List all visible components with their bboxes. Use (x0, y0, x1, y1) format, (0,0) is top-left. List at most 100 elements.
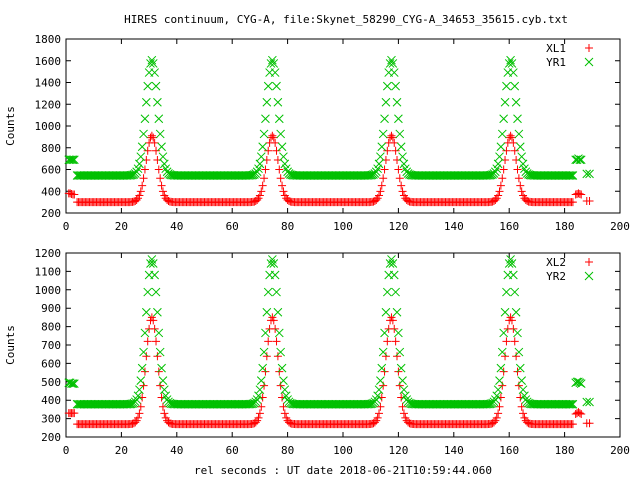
top-x-tick-label: 20 (115, 220, 128, 233)
yr2-point (496, 363, 506, 373)
xl1-point (158, 187, 167, 196)
yr2-point (509, 270, 518, 280)
top-x-tick-label: 0 (63, 220, 70, 233)
xl2-point (152, 337, 161, 346)
bottom-y-axis-label: Counts (4, 325, 17, 365)
yr2-point (564, 399, 574, 409)
xl1-point (516, 181, 525, 190)
yr2-point (140, 328, 150, 338)
xl2-point (510, 337, 519, 346)
yr1-point (500, 97, 510, 107)
yr1-point (502, 81, 511, 91)
bottom-y-tick-label: 1200 (35, 247, 62, 260)
yr1-point (380, 114, 389, 124)
yr2-point (261, 328, 270, 338)
xl2-point (501, 352, 510, 361)
yr1-point (381, 97, 391, 107)
yr2-point (389, 270, 399, 280)
yr2-point (273, 307, 283, 317)
xl1-point (257, 187, 266, 196)
top-y-ticks: 200 400 600 800 1000 1200 1400 1600 1800 (35, 33, 620, 220)
yr1-point (490, 167, 500, 177)
yr1-point (254, 164, 263, 174)
xl1-point (390, 138, 399, 147)
yr1-point (391, 81, 400, 91)
xl1-point (264, 146, 273, 155)
yr1-point (499, 114, 509, 124)
yr1-point (564, 171, 574, 180)
yr1-point (398, 152, 407, 162)
yr2-point (376, 376, 385, 385)
xl2-point (585, 419, 594, 428)
top-y-tick-label: 200 (41, 207, 61, 220)
yr1-point (568, 171, 578, 180)
yr2-point (567, 399, 576, 409)
xl2-point (489, 418, 498, 427)
yr1-point (151, 81, 161, 91)
xl2-point (135, 409, 144, 418)
top-y-tick-label: 600 (41, 164, 61, 177)
bottom-x-tick-label: 120 (388, 444, 408, 457)
yr2-point (565, 399, 575, 409)
yr2-point (585, 397, 594, 407)
xl2-point (494, 409, 503, 418)
xl1-point (372, 195, 381, 204)
yr1-point (378, 129, 388, 139)
legend-yr2-marker (584, 271, 594, 281)
yr2-point (392, 307, 402, 317)
yr2-point (126, 399, 136, 409)
yr2-point (269, 259, 279, 268)
top-x-tick-label: 80 (281, 220, 294, 233)
xl2-point (509, 324, 518, 333)
xl2-point (70, 409, 79, 418)
yr2-point (515, 363, 525, 373)
top-y-tick-label: 1400 (35, 77, 62, 90)
yr1-point (507, 59, 517, 68)
xl2-point (519, 409, 528, 418)
top-panel: 200 400 600 800 1000 1200 1400 1600 1800 0 20 40 60… (4, 33, 630, 233)
xl1-point (268, 131, 277, 140)
yr1-point (252, 167, 262, 177)
bottom-y-tick-label: 700 (41, 339, 61, 352)
xl2-point (272, 337, 281, 346)
yr1-point (258, 142, 268, 152)
yr2-point (69, 379, 79, 388)
yr1-point (272, 81, 281, 91)
xl1-point (395, 174, 404, 183)
bottom-y-tick-label: 1100 (35, 265, 62, 278)
yr2-point (518, 385, 528, 395)
bottom-y-tick-label: 400 (41, 394, 61, 407)
xl2-point (502, 337, 511, 346)
xl1-point (279, 187, 288, 196)
yr1-point (575, 155, 585, 165)
yr2-point (135, 385, 144, 395)
legend-xl1-label: XL1 (546, 42, 566, 55)
yr2-point (130, 397, 140, 407)
bottom-x-tick-label: 20 (115, 444, 128, 457)
bottom-y-tick-label: 500 (41, 376, 61, 389)
yr1-point (396, 142, 406, 152)
yr1-point (259, 129, 269, 139)
legend-xl2-marker (585, 258, 593, 266)
xl1-point (494, 191, 503, 200)
xl2-point (264, 337, 273, 346)
yr1-point (146, 59, 155, 68)
yr1-point (520, 164, 529, 174)
xl2-point (383, 337, 392, 346)
x-axis-label: rel seconds : UT date 2018-06-21T10:59:4… (194, 464, 492, 477)
yr1-point (268, 55, 277, 65)
yr1-point (69, 155, 79, 165)
yr2-point (259, 347, 269, 357)
legend-xl1-marker (585, 44, 593, 52)
yr1-point (515, 142, 525, 152)
yr2-point (274, 328, 284, 338)
yr2-point (507, 259, 517, 268)
xl2-point (507, 316, 516, 325)
xl2-point (391, 337, 400, 346)
yr2-point (370, 397, 380, 407)
top-y-tick-label: 1600 (35, 55, 62, 68)
yr2-point (510, 287, 520, 297)
yr2-point (399, 385, 409, 395)
xl1-point (278, 181, 287, 190)
top-x-tick-label: 160 (499, 220, 519, 233)
